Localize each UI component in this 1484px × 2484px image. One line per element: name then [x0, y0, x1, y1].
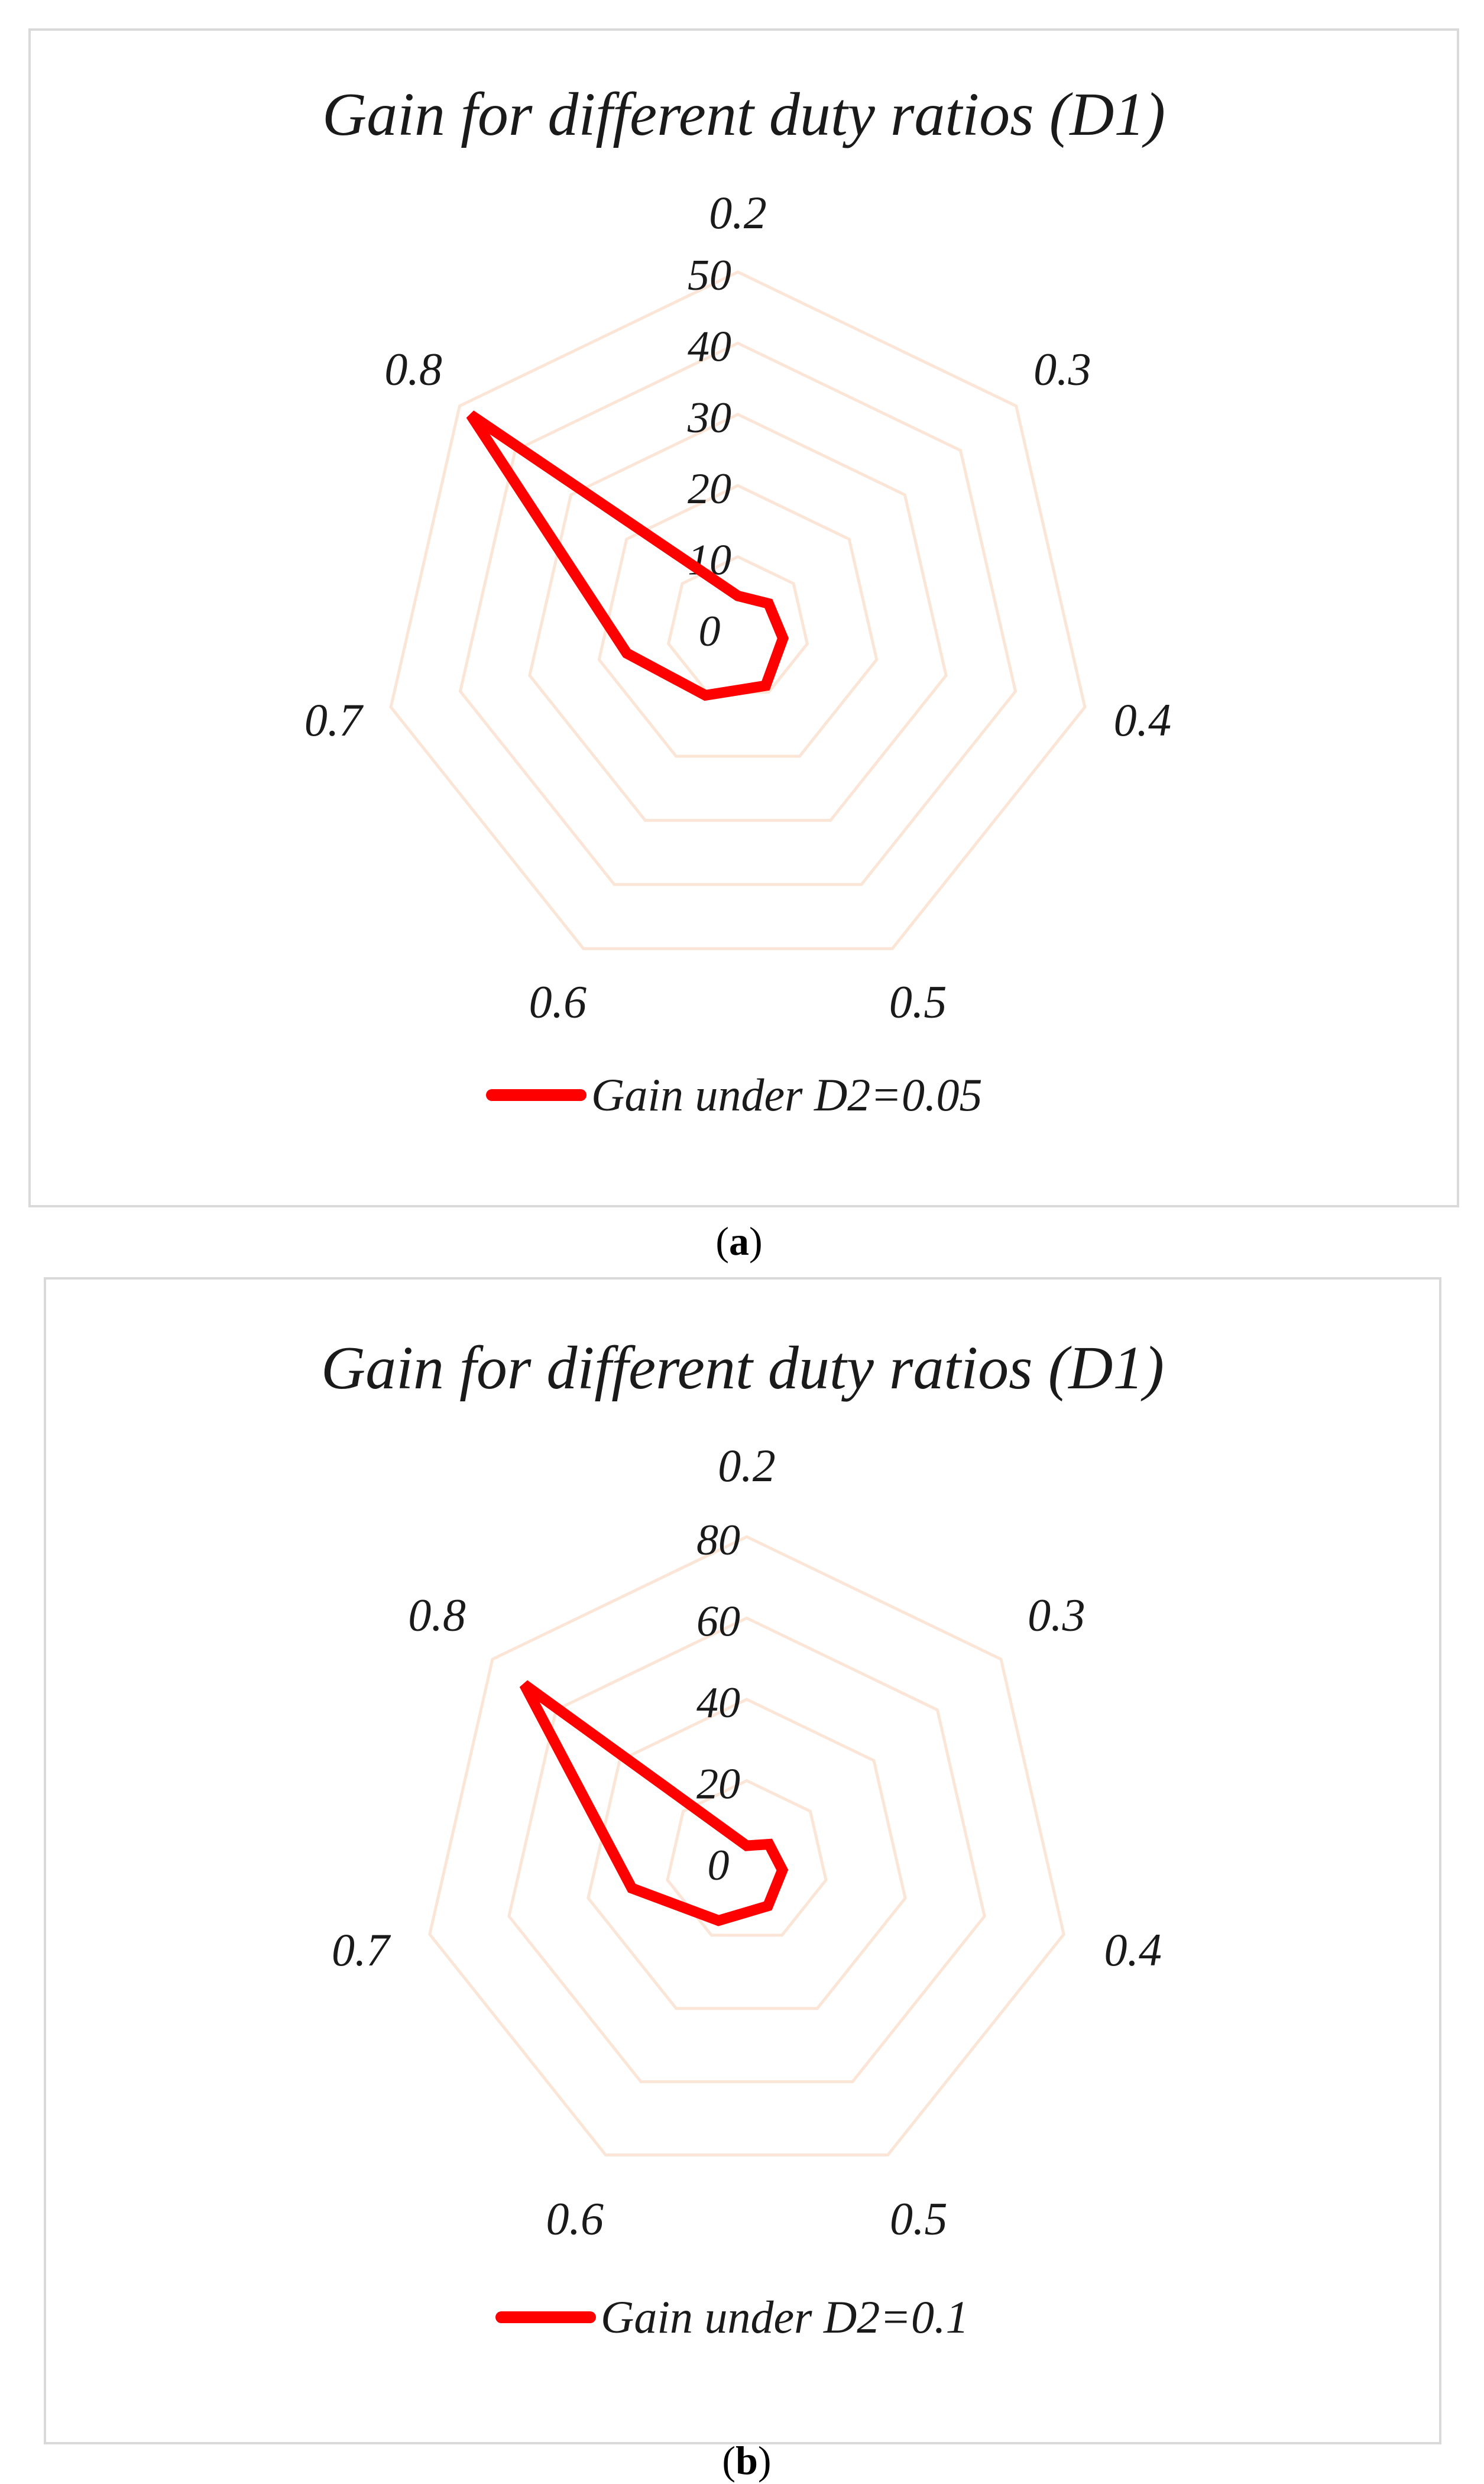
- series-line: [519, 1680, 789, 1926]
- axis-category-label: 0.3: [1028, 1589, 1086, 1640]
- axis-category-label: 0.2: [709, 187, 767, 238]
- data-point: [737, 595, 738, 597]
- data-point: [765, 685, 767, 686]
- radial-tick-label: 20: [696, 1760, 740, 1809]
- grid-ring: [389, 270, 1087, 950]
- axis-category-label: 0.5: [890, 2193, 948, 2245]
- axis-category-label: 0.6: [546, 2193, 604, 2245]
- radial-tick-label: 40: [696, 1679, 740, 1727]
- legend-label: Gain under D2=0.1: [601, 2291, 969, 2343]
- data-point: [782, 1869, 783, 1871]
- data-point: [470, 414, 472, 416]
- radial-tick-label: 20: [688, 465, 731, 513]
- axis-category-label: 0.8: [408, 1589, 466, 1640]
- radial-tick-label: 80: [696, 1516, 740, 1565]
- legend-swatch: [486, 1089, 587, 1101]
- radial-tick-label: 0: [699, 607, 721, 656]
- axis-category-label: 0.2: [718, 1440, 776, 1491]
- grid-ring: [666, 1779, 828, 1937]
- axis-category-label: 0.8: [384, 343, 442, 394]
- grid-ring: [428, 1535, 1065, 2157]
- grid-ring: [597, 484, 879, 758]
- axis-category-label: 0.4: [1104, 1924, 1162, 1975]
- data-point: [631, 1887, 633, 1889]
- chart-title: Gain for different duty ratios (D1): [322, 80, 1166, 148]
- axis-category-label: 0.3: [1033, 343, 1091, 394]
- axis-category-label: 0.5: [889, 976, 947, 1027]
- radial-tick-label: 50: [688, 251, 731, 300]
- radial-tick-label: 60: [696, 1598, 740, 1646]
- grid-ring: [587, 1698, 907, 2010]
- grid-ring: [458, 341, 1018, 886]
- panel-caption-a: (a): [715, 1219, 763, 1264]
- legend: Gain under D2=0.05: [486, 1068, 982, 1122]
- data-point: [705, 694, 707, 696]
- data-point: [767, 1905, 769, 1907]
- data-point: [746, 1845, 747, 1847]
- data-point: [523, 1683, 525, 1685]
- axis-category-label: 0.7: [304, 694, 364, 746]
- axis-category-label: 0.4: [1114, 694, 1172, 746]
- radar-chart-b: 0 20 40 60 80 0.2 0.3 0.4 0.5 0.6 0.7 0.8: [332, 1440, 1162, 2245]
- chart-panel-a: Gain for different duty ratios (D1) 0 10 2…: [28, 28, 1459, 1207]
- legend-swatch: [495, 2311, 596, 2323]
- grid-ring: [528, 413, 948, 822]
- chart-title: Gain for different duty ratios (D1): [320, 1334, 1165, 1402]
- radial-tick-label: 0: [708, 1841, 730, 1890]
- grid-ring: [507, 1616, 986, 2084]
- legend: Gain under D2=0.1: [495, 2291, 968, 2344]
- axis-category-label: 0.6: [529, 976, 587, 1027]
- data-point: [782, 637, 784, 639]
- series-line: [466, 410, 789, 701]
- data-point: [626, 652, 628, 654]
- panel-caption-b: (b): [722, 2438, 772, 2483]
- data-point: [718, 1920, 720, 1922]
- radial-tick-label: 40: [688, 322, 731, 371]
- radial-tick-label: 30: [687, 394, 731, 442]
- data-point: [768, 1843, 770, 1845]
- axis-category-label: 0.7: [332, 1924, 391, 1975]
- legend-label: Gain under D2=0.05: [591, 1069, 983, 1120]
- chart-panel-b: Gain for different duty ratios (D1) 0 20 4…: [44, 1277, 1441, 2444]
- data-point: [767, 603, 769, 604]
